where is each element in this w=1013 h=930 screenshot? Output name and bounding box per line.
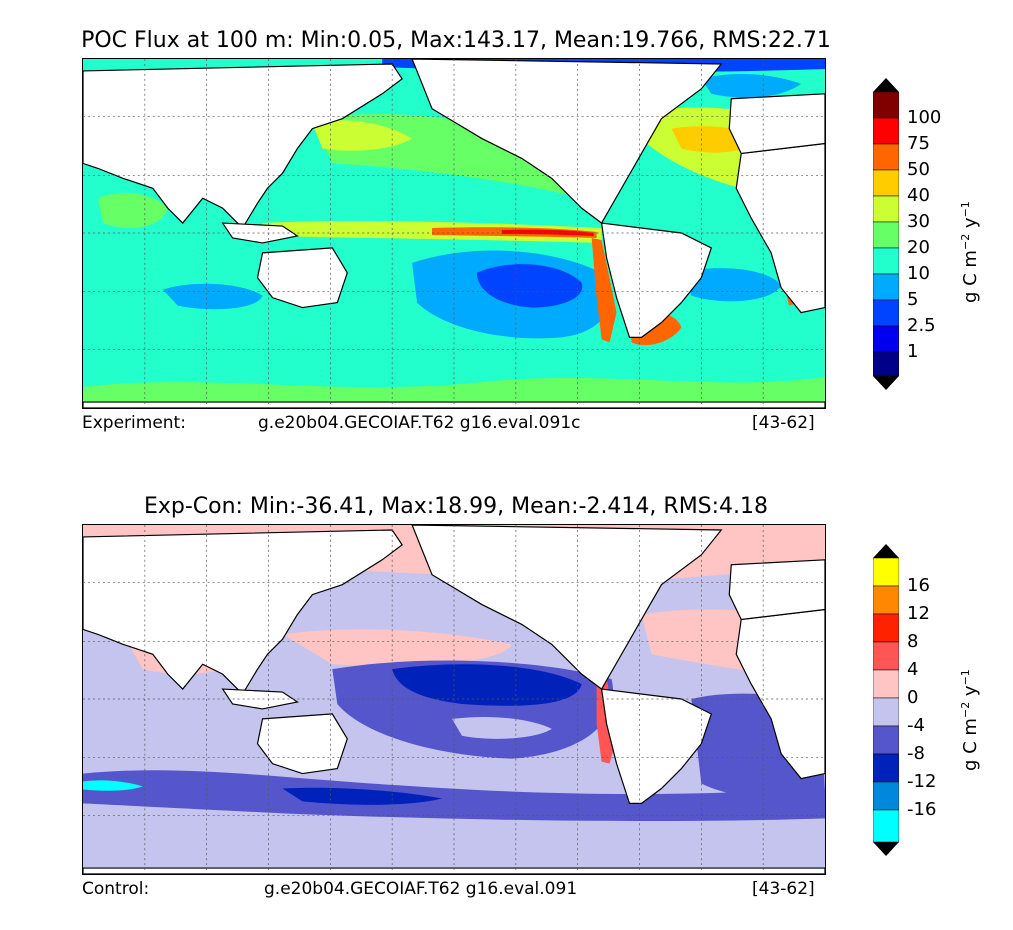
cb2-label-12: 12 bbox=[907, 603, 930, 624]
cb2-units: g C m−2 y−1 bbox=[959, 669, 981, 771]
cb1-swatch-9 bbox=[873, 325, 899, 353]
panel1-caption-run: g.e20b04.GECOIAF.T62 g16.eval.091c bbox=[258, 413, 581, 433]
cb1-swatch-6 bbox=[873, 247, 899, 275]
cb1-swatch-8 bbox=[873, 299, 899, 327]
cb1-swatch-5 bbox=[873, 221, 899, 249]
cb1-label-30: 30 bbox=[907, 211, 930, 232]
panel1-caption-label: Experiment: bbox=[82, 413, 186, 433]
southern-ocean-negative bbox=[83, 770, 825, 822]
cb1-top-arrow bbox=[873, 78, 899, 92]
cb2-label-m8: -8 bbox=[907, 743, 925, 764]
cb2-label-8: 8 bbox=[907, 631, 919, 652]
cb1-label-50: 50 bbox=[907, 159, 930, 180]
cb1-swatch-1 bbox=[873, 117, 899, 145]
panel1-map-svg bbox=[83, 59, 825, 408]
cb1-label-20: 20 bbox=[907, 237, 930, 258]
cb1-label-40: 40 bbox=[907, 185, 930, 206]
panel1-map bbox=[82, 58, 826, 409]
north-atlantic-subpolar-gyre bbox=[701, 74, 802, 98]
cb1-swatch-2 bbox=[873, 143, 899, 171]
cb2-swatch-4 bbox=[873, 669, 899, 699]
cb2-swatch-8 bbox=[873, 781, 899, 811]
cb2-label-0: 0 bbox=[907, 687, 919, 708]
indonesia-land bbox=[221, 688, 299, 710]
europe-west-land bbox=[728, 559, 825, 621]
cb1-label-1: 1 bbox=[907, 341, 919, 362]
panel1-colorbar bbox=[873, 78, 899, 390]
cb1-units: g C m−2 y−1 bbox=[959, 201, 981, 303]
cb2-swatch-1 bbox=[873, 585, 899, 615]
cb1-swatch-10 bbox=[873, 351, 899, 377]
cb1-label-10: 10 bbox=[907, 263, 930, 284]
panel2-caption-years: [43-62] bbox=[752, 879, 815, 899]
cb1-bottom-arrow bbox=[873, 376, 899, 390]
cb1-swatch-3 bbox=[873, 169, 899, 197]
asia-europe-land bbox=[83, 529, 403, 695]
africa-land bbox=[735, 608, 825, 780]
cb1-label-5: 5 bbox=[907, 289, 919, 310]
cb2-label-m16: -16 bbox=[907, 799, 937, 820]
cb2-label-4: 4 bbox=[907, 659, 919, 680]
cb2-swatch-5 bbox=[873, 697, 899, 727]
africa-land bbox=[735, 142, 825, 314]
australia-land bbox=[256, 247, 348, 309]
arabian-sea-band bbox=[97, 193, 168, 229]
indonesia-land bbox=[221, 222, 299, 244]
cb1-label-2p5: 2.5 bbox=[907, 315, 936, 336]
europe-west-land bbox=[728, 93, 825, 155]
cb2-swatch-3 bbox=[873, 641, 899, 671]
panel2-map bbox=[82, 524, 826, 875]
panel1-caption-years: [43-62] bbox=[752, 413, 815, 433]
asia-europe-land bbox=[83, 63, 403, 229]
cb2-swatch-6 bbox=[873, 725, 899, 755]
panel2-map-svg bbox=[83, 525, 825, 874]
cb2-swatch-7 bbox=[873, 753, 899, 783]
cb1-label-75: 75 bbox=[907, 133, 930, 154]
cb1-label-100: 100 bbox=[907, 107, 942, 128]
southern-ocean-strong-negative bbox=[282, 787, 443, 805]
atlantic-subtropics bbox=[681, 268, 782, 302]
cb2-swatch-2 bbox=[873, 613, 899, 643]
south-pacific-gyre-core bbox=[476, 264, 583, 308]
pacific-strong-negative bbox=[392, 664, 582, 706]
panel1-title: POC Flux at 100 m: Min:0.05, Max:143.17,… bbox=[81, 28, 831, 53]
kuroshio-band bbox=[312, 120, 413, 151]
cb2-bottom-arrow bbox=[873, 842, 899, 856]
panel2-caption-run: g.e20b04.GECOIAF.T62 g16.eval.091 bbox=[264, 879, 578, 899]
australia-land bbox=[256, 713, 348, 775]
pacific-mid-positive bbox=[282, 629, 512, 666]
cb2-label-m12: -12 bbox=[907, 771, 937, 792]
cb1-swatch-4 bbox=[873, 195, 899, 223]
panel2-colorbar bbox=[873, 544, 899, 856]
panel2-caption-label: Control: bbox=[82, 879, 150, 899]
cb1-swatch-0 bbox=[873, 91, 899, 119]
humboldt-upwelling bbox=[591, 237, 617, 343]
cb2-top-arrow bbox=[873, 544, 899, 558]
cb1-swatch-7 bbox=[873, 273, 899, 301]
cb2-label-16: 16 bbox=[907, 575, 930, 596]
cb2-label-m4: -4 bbox=[907, 715, 925, 736]
drake-passage-min bbox=[83, 780, 143, 791]
south-pacific-light bbox=[452, 716, 552, 739]
indian-ocean-subtropics bbox=[162, 283, 263, 310]
cb2-swatch-9 bbox=[873, 809, 899, 843]
panel2-title: Exp-Con: Min:-36.41, Max:18.99, Mean:-2.… bbox=[143, 494, 769, 519]
cb2-swatch-0 bbox=[873, 557, 899, 587]
